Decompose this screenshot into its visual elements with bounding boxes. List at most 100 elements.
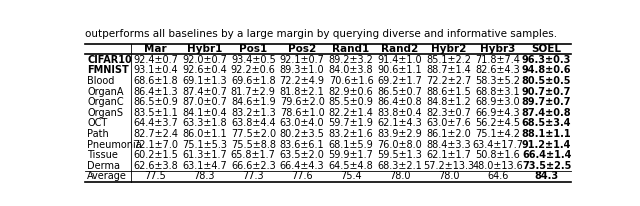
Text: 62.1±1.7: 62.1±1.7 [426, 150, 471, 160]
Text: 93.4±0.5: 93.4±0.5 [231, 55, 276, 65]
Text: 89.3±1.0: 89.3±1.0 [280, 65, 324, 75]
Text: Average: Average [87, 171, 127, 181]
Text: 84.0±3.8: 84.0±3.8 [329, 65, 373, 75]
Text: 59.7±1.9: 59.7±1.9 [328, 118, 374, 128]
Text: 90.7±0.7: 90.7±0.7 [522, 87, 572, 97]
Text: 63.4±17.7: 63.4±17.7 [472, 140, 524, 150]
Text: 68.6±1.8: 68.6±1.8 [133, 76, 178, 86]
Text: 77.5: 77.5 [145, 171, 166, 181]
Text: 87.4±0.7: 87.4±0.7 [182, 87, 227, 97]
Text: Hybr3: Hybr3 [480, 44, 515, 54]
Text: 92.2±0.6: 92.2±0.6 [231, 65, 276, 75]
Text: 90.6±1.1: 90.6±1.1 [378, 65, 422, 75]
Text: 60.2±1.5: 60.2±1.5 [133, 150, 178, 160]
Text: 64.4±3.7: 64.4±3.7 [133, 118, 178, 128]
Text: Tissue: Tissue [87, 150, 118, 160]
Text: Mar: Mar [144, 44, 167, 54]
Text: 86.0±1.1: 86.0±1.1 [182, 129, 227, 139]
Text: 63.0±7.6: 63.0±7.6 [426, 118, 471, 128]
Text: 68.8±3.1: 68.8±3.1 [476, 87, 520, 97]
Text: 75.5±8.8: 75.5±8.8 [231, 140, 276, 150]
Text: 72.2±4.9: 72.2±4.9 [280, 76, 324, 86]
Text: 83.2±1.6: 83.2±1.6 [329, 129, 373, 139]
Text: 82.2±1.4: 82.2±1.4 [328, 108, 374, 118]
Text: 68.3±2.1: 68.3±2.1 [378, 161, 422, 171]
Text: 83.2±1.3: 83.2±1.3 [231, 108, 276, 118]
Text: 69.1±1.3: 69.1±1.3 [182, 76, 227, 86]
Text: 89.2±3.2: 89.2±3.2 [328, 55, 374, 65]
Text: 86.4±1.3: 86.4±1.3 [133, 87, 178, 97]
Text: 80.2±3.5: 80.2±3.5 [280, 129, 324, 139]
Text: Rand1: Rand1 [332, 44, 370, 54]
Text: 87.0±0.7: 87.0±0.7 [182, 97, 227, 107]
Text: 83.9±2.9: 83.9±2.9 [378, 129, 422, 139]
Text: 91.2±1.4: 91.2±1.4 [522, 140, 572, 150]
Text: 64.6: 64.6 [487, 171, 508, 181]
Text: 70.6±1.6: 70.6±1.6 [329, 76, 373, 86]
Text: 87.4±0.8: 87.4±0.8 [522, 108, 572, 118]
Text: 86.4±0.8: 86.4±0.8 [378, 97, 422, 107]
Text: 48.0±13.6: 48.0±13.6 [472, 161, 523, 171]
Text: 81.8±2.1: 81.8±2.1 [280, 87, 324, 97]
Text: 63.3±1.8: 63.3±1.8 [182, 118, 227, 128]
Text: 63.8±4.4: 63.8±4.4 [231, 118, 276, 128]
Text: 78.0: 78.0 [389, 171, 411, 181]
Text: 83.6±6.1: 83.6±6.1 [280, 140, 324, 150]
Text: 66.4±1.4: 66.4±1.4 [522, 150, 572, 160]
Text: 82.3±0.7: 82.3±0.7 [426, 108, 471, 118]
Text: 80.5±0.5: 80.5±0.5 [522, 76, 572, 86]
Text: FMNIST: FMNIST [87, 65, 129, 75]
Text: 88.7±1.4: 88.7±1.4 [426, 65, 471, 75]
Text: 78.6±1.0: 78.6±1.0 [280, 108, 324, 118]
Text: 79.6±2.0: 79.6±2.0 [280, 97, 324, 107]
Text: outperforms all baselines by a large margin by querying diverse and informative : outperforms all baselines by a large mar… [85, 29, 557, 40]
Text: 57.2±13.3: 57.2±13.3 [423, 161, 474, 171]
Text: Path: Path [87, 129, 109, 139]
Text: OCT: OCT [87, 118, 108, 128]
Text: 63.5±2.0: 63.5±2.0 [280, 150, 324, 160]
Text: 75.1±4.2: 75.1±4.2 [476, 129, 520, 139]
Text: 96.3±0.3: 96.3±0.3 [522, 55, 572, 65]
Text: 75.1±5.3: 75.1±5.3 [182, 140, 227, 150]
Text: 71.8±7.4: 71.8±7.4 [476, 55, 520, 65]
Text: 58.3±5.2: 58.3±5.2 [476, 76, 520, 86]
Text: 77.3: 77.3 [243, 171, 264, 181]
Text: 72.1±7.0: 72.1±7.0 [133, 140, 178, 150]
Text: 92.1±0.7: 92.1±0.7 [280, 55, 324, 65]
Text: 88.6±1.5: 88.6±1.5 [426, 87, 471, 97]
Text: 59.5±1.3: 59.5±1.3 [378, 150, 422, 160]
Text: 50.8±1.6: 50.8±1.6 [476, 150, 520, 160]
Text: 63.1±4.7: 63.1±4.7 [182, 161, 227, 171]
Text: 61.3±1.7: 61.3±1.7 [182, 150, 227, 160]
Text: 94.8±0.6: 94.8±0.6 [522, 65, 572, 75]
Text: 86.5±0.7: 86.5±0.7 [378, 87, 422, 97]
Text: OrganS: OrganS [87, 108, 124, 118]
Text: 84.8±1.2: 84.8±1.2 [426, 97, 471, 107]
Text: 85.5±0.9: 85.5±0.9 [328, 97, 374, 107]
Text: 88.4±3.3: 88.4±3.3 [426, 140, 471, 150]
Text: 82.7±2.4: 82.7±2.4 [133, 129, 178, 139]
Text: 89.7±0.7: 89.7±0.7 [522, 97, 572, 107]
Text: OrganC: OrganC [87, 97, 124, 107]
Text: 66.4±4.3: 66.4±4.3 [280, 161, 324, 171]
Text: 69.6±1.8: 69.6±1.8 [231, 76, 276, 86]
Text: 83.5±1.1: 83.5±1.1 [133, 108, 178, 118]
Text: 78.0: 78.0 [438, 171, 460, 181]
Text: 63.0±4.0: 63.0±4.0 [280, 118, 324, 128]
Text: 82.6±4.3: 82.6±4.3 [476, 65, 520, 75]
Text: 64.5±4.8: 64.5±4.8 [329, 161, 373, 171]
Text: 69.2±1.7: 69.2±1.7 [378, 76, 422, 86]
Text: 59.9±1.7: 59.9±1.7 [328, 150, 374, 160]
Text: 92.6±0.4: 92.6±0.4 [182, 65, 227, 75]
Text: 92.4±0.7: 92.4±0.7 [133, 55, 178, 65]
Text: 68.1±5.9: 68.1±5.9 [329, 140, 373, 150]
Text: 66.9±4.3: 66.9±4.3 [476, 108, 520, 118]
Text: 68.9±3.0: 68.9±3.0 [476, 97, 520, 107]
Text: 82.9±0.6: 82.9±0.6 [329, 87, 373, 97]
Text: Hybr2: Hybr2 [431, 44, 467, 54]
Text: 77.6: 77.6 [291, 171, 313, 181]
Text: 56.2±4.5: 56.2±4.5 [476, 118, 520, 128]
Text: OrganA: OrganA [87, 87, 124, 97]
Text: Pneumonia: Pneumonia [87, 140, 142, 150]
Text: 92.0±0.7: 92.0±0.7 [182, 55, 227, 65]
